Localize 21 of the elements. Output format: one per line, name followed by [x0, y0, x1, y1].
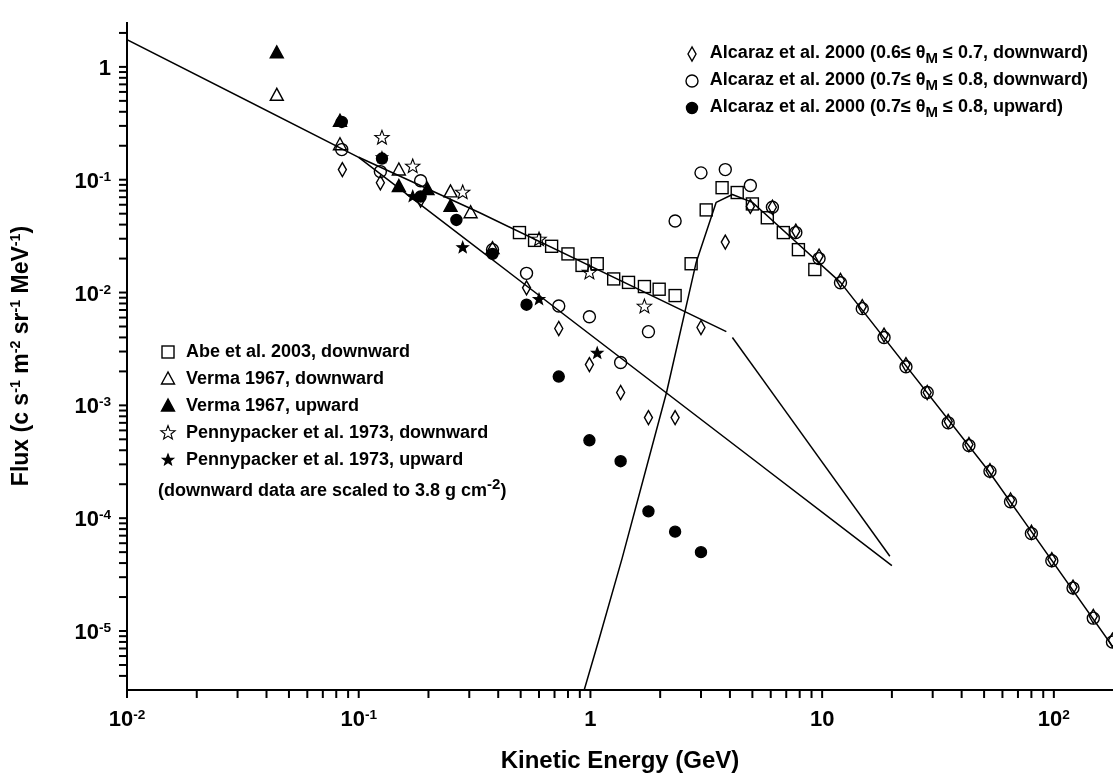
x-tick-label: 10$^{-2}$ — [108, 706, 146, 731]
x-tick-label: 10$^{2}$ — [1037, 706, 1071, 731]
legend-label: Verma 1967, downward — [186, 368, 385, 389]
x-axis-title: Kinetic Energy (GeV) — [500, 746, 740, 773]
y-tick-label: 10$^{-2}$ — [74, 280, 112, 306]
y-tick-label: 1 — [98, 54, 111, 80]
y-tick-label: 10$^{-3}$ — [74, 393, 112, 419]
legend-label: Alcaraz et al. 2000 (0.7≤ θ$_{M}$ ≤ 0.8, downward) — [709, 68, 1088, 93]
legend-label: Pennypacker et al. 1973, upward — [186, 449, 464, 470]
x-tick-label: 10$^{-1}$ — [340, 706, 378, 731]
annotation: (downward data are scaled to 3.8 g cm$^{-2}$) — [158, 475, 507, 501]
legend-label: Alcaraz et al. 2000 (0.6≤ θ$_{M}$ ≤ 0.7, downward) — [709, 41, 1088, 66]
x-tick-label: 10 — [809, 706, 835, 731]
x-tick-label: 1 — [584, 706, 597, 731]
y-tick-label: 10$^{-1}$ — [74, 167, 112, 193]
legend-label: Abe et al. 2003, downward — [186, 341, 411, 362]
y-tick-label: 10$^{-4}$ — [74, 506, 112, 532]
legend-label: Pennypacker et al. 1973, downward — [186, 422, 489, 443]
y-tick-label: 10$^{-5}$ — [74, 619, 112, 645]
legend-label: Alcaraz et al. 2000 (0.7≤ θ$_{M}$ ≤ 0.8, upward) — [709, 95, 1063, 120]
legend-label: Verma 1967, upward — [186, 395, 360, 416]
